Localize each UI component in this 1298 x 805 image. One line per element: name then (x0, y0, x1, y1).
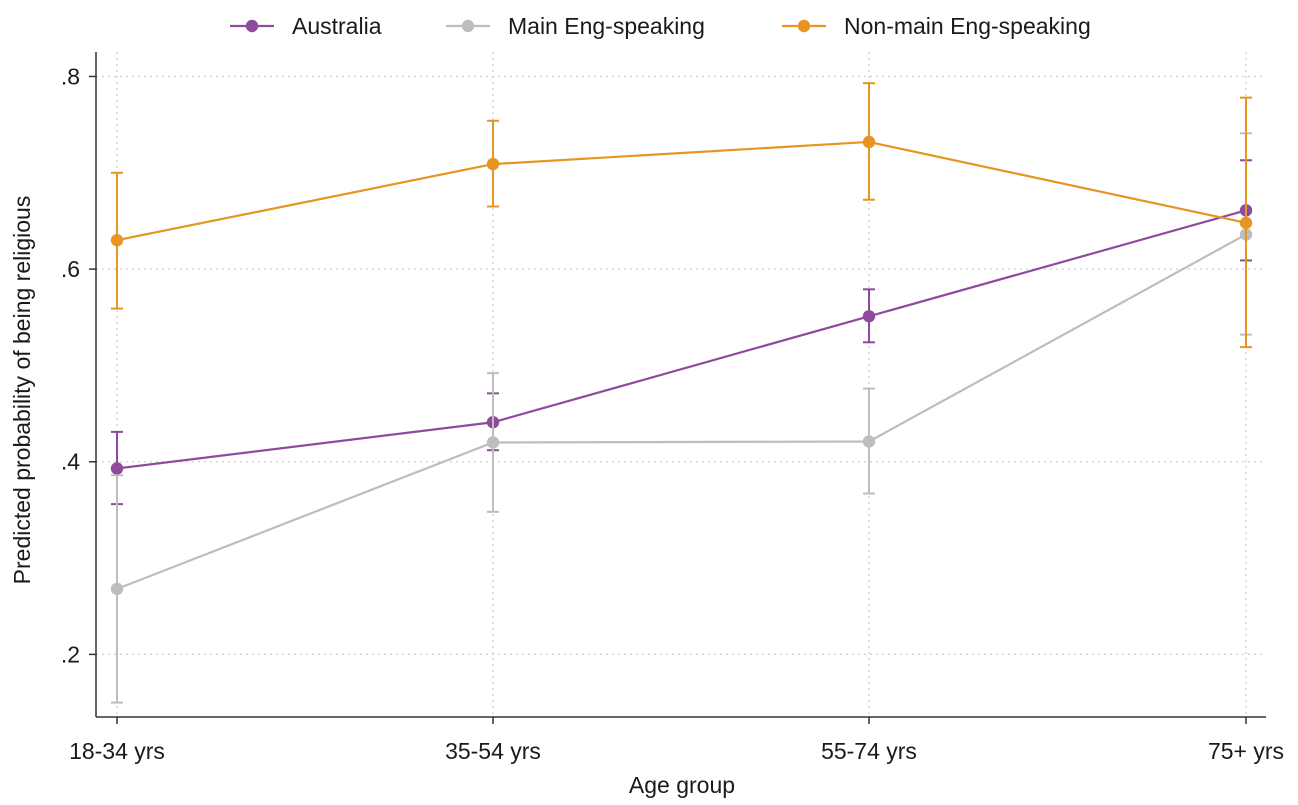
legend-swatch-marker (797, 19, 811, 33)
data-point (486, 436, 500, 449)
y-tick-label: .6 (61, 256, 80, 282)
legend-item: Australia (230, 13, 382, 39)
data-point (862, 310, 876, 323)
series-non-main-eng-speaking (110, 82, 1253, 349)
y-axis-title: Predicted probability of being religious (9, 196, 35, 585)
x-axis-title: Age group (629, 772, 735, 798)
y-tick-label: .2 (61, 641, 80, 667)
series-line (116, 140, 1247, 242)
series-line (116, 233, 1247, 590)
data-point (110, 582, 124, 596)
series-line (116, 209, 1247, 470)
x-tick-label: 18-34 yrs (69, 738, 165, 764)
legend-label: Non-main Eng-speaking (844, 13, 1091, 39)
data-point (862, 135, 876, 149)
plot-area (110, 82, 1253, 704)
legend: Australia Main Eng-speaking Non-main Eng-s… (230, 13, 1091, 39)
x-tick-label: 35-54 yrs (445, 738, 541, 764)
y-tick-label: .8 (61, 63, 80, 89)
x-tick-label: 75+ yrs (1208, 738, 1284, 764)
legend-label: Main Eng-speaking (508, 13, 705, 39)
data-point (486, 157, 500, 171)
series-main-eng-speaking (110, 132, 1253, 704)
data-point (862, 435, 876, 448)
x-tick-label: 55-74 yrs (821, 738, 917, 764)
axes (89, 52, 1266, 724)
data-point (110, 462, 124, 475)
legend-swatch-marker (461, 19, 475, 33)
data-point (110, 233, 124, 247)
y-tick-label: .4 (61, 449, 80, 475)
series-australia (110, 159, 1253, 506)
tick-labels: .2 .4 .6 .8 18-34 yrs 35-54 yrs 55-74 yrs 75+ y… (61, 63, 1284, 764)
data-point (1239, 216, 1253, 230)
legend-item: Main Eng-speaking (446, 13, 705, 39)
legend-swatch-marker (245, 19, 259, 33)
gridlines (96, 52, 1266, 717)
legend-label: Australia (292, 13, 382, 39)
legend-item: Non-main Eng-speaking (782, 13, 1091, 39)
